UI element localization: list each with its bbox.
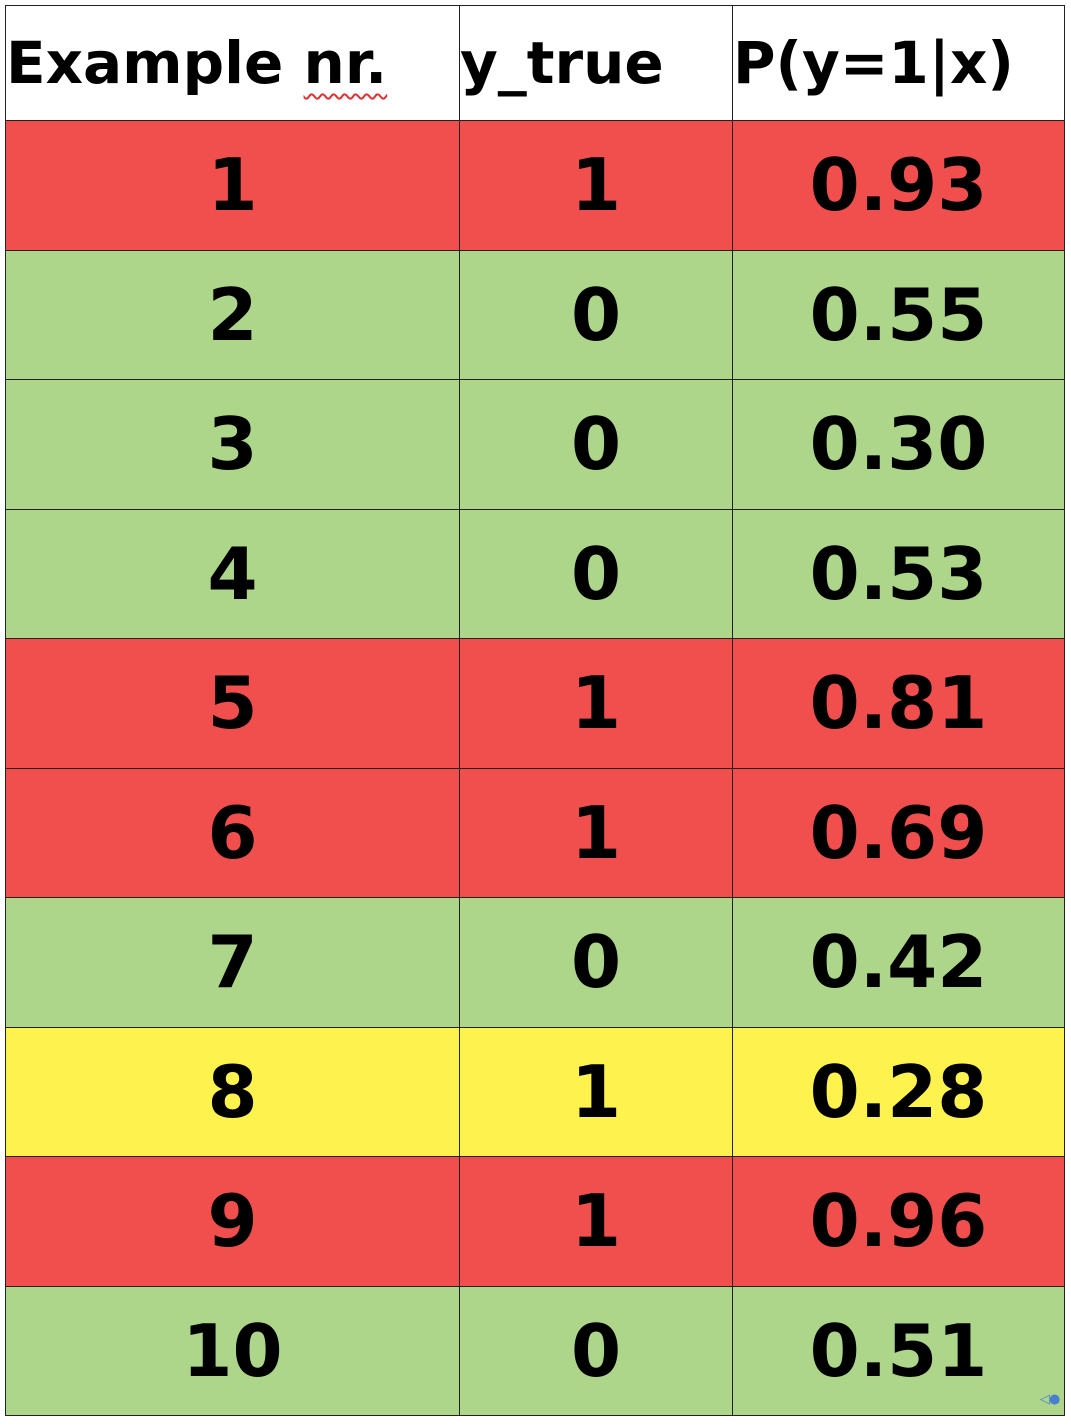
header-probability: P(y=1|x) <box>732 5 1065 121</box>
y-true-cell: 0 <box>459 1285 733 1416</box>
table-row: 9 1 0.96 <box>5 1156 1065 1287</box>
y-true-cell: 1 <box>459 638 733 769</box>
probability-cell: 0.28 <box>732 1026 1065 1157</box>
table-row: 4 0 0.53 <box>5 508 1065 639</box>
probability-cell: 0.93 <box>732 120 1065 251</box>
table-row: 5 1 0.81 <box>5 638 1065 769</box>
header-example-label: Example <box>6 29 284 97</box>
table-row: 10 0 0.51 <box>5 1285 1065 1416</box>
example-number-cell: 3 <box>5 379 460 510</box>
probability-cell: 0.53 <box>732 508 1065 639</box>
probability-cell: 0.51 <box>732 1285 1065 1416</box>
table-row: 1 1 0.93 <box>5 120 1065 251</box>
header-example-nr: Example nr. <box>5 5 460 121</box>
table-row: 6 1 0.69 <box>5 767 1065 898</box>
example-number-cell: 2 <box>5 249 460 380</box>
table-row: 2 0 0.55 <box>5 249 1065 380</box>
y-true-cell: 0 <box>459 897 733 1028</box>
y-true-cell: 1 <box>459 1156 733 1287</box>
y-true-cell: 1 <box>459 767 733 898</box>
example-number-cell: 9 <box>5 1156 460 1287</box>
y-true-cell: 0 <box>459 379 733 510</box>
results-table: Example nr. y_true P(y=1|x) 1 1 0.93 2 0… <box>5 5 1065 1416</box>
header-y-true: y_true <box>459 5 733 121</box>
table-row: 8 1 0.28 <box>5 1026 1065 1157</box>
table-row: 7 0 0.42 <box>5 897 1065 1028</box>
probability-cell: 0.69 <box>732 767 1065 898</box>
y-true-cell: 1 <box>459 1026 733 1157</box>
header-nr-label: nr. <box>303 29 388 97</box>
y-true-cell: 0 <box>459 508 733 639</box>
example-number-cell: 5 <box>5 638 460 769</box>
example-number-cell: 10 <box>5 1285 460 1416</box>
example-number-cell: 1 <box>5 120 460 251</box>
probability-cell: 0.42 <box>732 897 1065 1028</box>
probability-cell: 0.96 <box>732 1156 1065 1287</box>
y-true-cell: 1 <box>459 120 733 251</box>
probability-cell: 0.55 <box>732 249 1065 380</box>
probability-cell: 0.30 <box>732 379 1065 510</box>
y-true-cell: 0 <box>459 249 733 380</box>
example-number-cell: 6 <box>5 767 460 898</box>
table-row: 3 0 0.30 <box>5 379 1065 510</box>
example-number-cell: 4 <box>5 508 460 639</box>
example-number-cell: 8 <box>5 1026 460 1157</box>
header-row: Example nr. y_true P(y=1|x) <box>5 5 1065 121</box>
example-number-cell: 7 <box>5 897 460 1028</box>
probability-cell: 0.81 <box>732 638 1065 769</box>
navigation-arrows-icon[interactable]: ◁● <box>1040 1392 1060 1407</box>
